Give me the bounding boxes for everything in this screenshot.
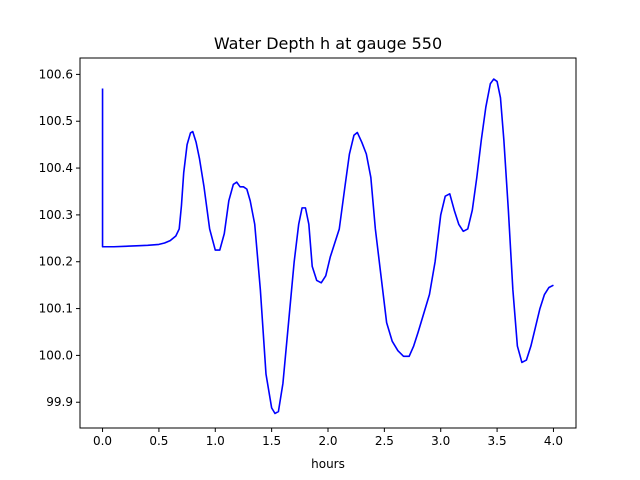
chart-title: Water Depth h at gauge 550 xyxy=(214,34,442,53)
series-line-water-depth xyxy=(101,78,554,415)
x-tick-label: 2.0 xyxy=(318,434,337,448)
x-tick-label: 1.5 xyxy=(262,434,281,448)
y-tick-label: 99.9 xyxy=(46,395,73,409)
plot-area xyxy=(79,57,577,429)
x-tick-label: 1.0 xyxy=(206,434,225,448)
x-tick-label: 4.0 xyxy=(544,434,563,448)
y-tick-label: 100.2 xyxy=(39,255,73,269)
y-tick-label: 100.4 xyxy=(39,161,73,175)
x-axis-label: hours xyxy=(311,457,345,471)
x-tick-label: 0.5 xyxy=(149,434,168,448)
x-tick-label: 3.0 xyxy=(431,434,450,448)
x-tick-label: 2.5 xyxy=(375,434,394,448)
x-axis: 0.0 0.5 1.0 1.5 2.0 2.5 3.0 3.5 4.0 xyxy=(93,428,563,448)
x-tick-label: 0.0 xyxy=(93,434,112,448)
y-tick-label: 100.3 xyxy=(39,208,73,222)
y-tick-label: 100.5 xyxy=(39,114,73,128)
y-tick-label: 100.1 xyxy=(39,302,73,316)
y-axis: 99.9 100.0 100.1 100.2 100.3 100.4 100.5 100.6 xyxy=(39,67,80,409)
y-tick-label: 100.0 xyxy=(39,348,73,362)
x-tick-label: 3.5 xyxy=(488,434,507,448)
y-tick-label: 100.6 xyxy=(39,67,73,81)
